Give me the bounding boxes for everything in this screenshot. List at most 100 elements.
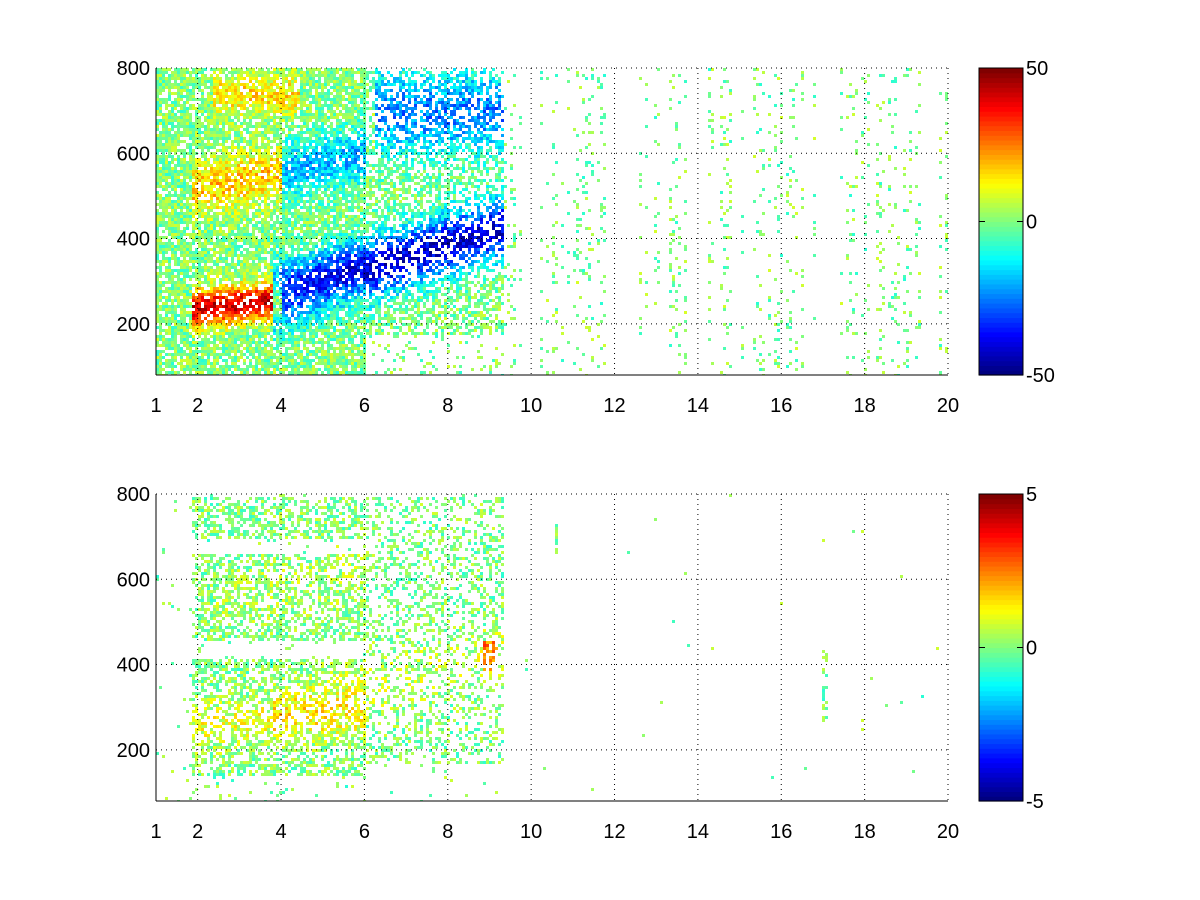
heatmap-cell xyxy=(240,320,243,323)
heatmap-cell xyxy=(273,89,276,92)
heatmap-cell xyxy=(237,119,240,122)
heatmap-cell xyxy=(300,317,303,320)
heatmap-cell xyxy=(192,215,195,218)
heatmap-cell xyxy=(312,68,315,71)
heatmap-cell xyxy=(171,155,174,158)
heatmap-cell xyxy=(210,74,213,77)
heatmap-cell xyxy=(231,287,234,290)
heatmap-cell xyxy=(288,191,291,194)
heatmap-cell xyxy=(315,149,318,152)
heatmap-cell xyxy=(186,197,189,200)
heatmap-cell xyxy=(192,353,195,356)
heatmap-cell xyxy=(291,71,294,74)
heatmap-cell xyxy=(240,245,243,248)
heatmap-cell xyxy=(237,257,240,260)
heatmap-cell xyxy=(156,224,159,227)
heatmap-cell xyxy=(237,239,240,242)
heatmap-cell xyxy=(243,311,246,314)
heatmap-cell xyxy=(276,365,279,368)
heatmap-cell xyxy=(264,257,267,260)
heatmap-cell xyxy=(237,113,240,116)
heatmap-cell xyxy=(264,188,267,191)
heatmap-cell xyxy=(210,233,213,236)
heatmap-cell xyxy=(291,125,294,128)
heatmap-cell xyxy=(189,311,192,314)
heatmap-cell xyxy=(234,293,237,296)
heatmap-cell xyxy=(282,239,285,242)
heatmap-cell xyxy=(261,113,264,116)
heatmap-cell xyxy=(270,218,273,221)
heatmap-cell xyxy=(201,206,204,209)
heatmap-cell xyxy=(309,167,312,170)
heatmap-cell xyxy=(219,182,222,185)
heatmap-cell xyxy=(276,323,279,326)
heatmap-cell xyxy=(171,140,174,143)
heatmap-cell xyxy=(273,284,276,287)
heatmap-cell xyxy=(303,83,306,86)
heatmap-cell xyxy=(231,110,234,113)
heatmap-cell xyxy=(204,317,207,320)
heatmap-cell xyxy=(327,182,330,185)
heatmap-cell xyxy=(195,164,198,167)
heatmap-cell xyxy=(213,221,216,224)
heatmap-cell xyxy=(225,323,228,326)
heatmap-cell xyxy=(258,311,261,314)
heatmap-cell xyxy=(246,371,249,374)
heatmap-cell xyxy=(327,299,330,302)
heatmap-cell xyxy=(300,176,303,179)
heatmap-cell xyxy=(189,146,192,149)
heatmap-cell xyxy=(273,104,276,107)
heatmap-cell xyxy=(237,71,240,74)
heatmap-cell xyxy=(243,224,246,227)
heatmap-cell xyxy=(321,263,324,266)
heatmap-cell xyxy=(186,116,189,119)
heatmap-cell xyxy=(177,230,180,233)
heatmap-cell xyxy=(243,239,246,242)
heatmap-cell xyxy=(195,194,198,197)
heatmap-cell xyxy=(255,92,258,95)
heatmap-cell xyxy=(279,74,282,77)
heatmap-cell xyxy=(186,356,189,359)
heatmap-cell xyxy=(228,110,231,113)
heatmap-cell xyxy=(327,125,330,128)
heatmap-cell xyxy=(300,125,303,128)
heatmap-cell xyxy=(285,212,288,215)
heatmap-cell xyxy=(186,323,189,326)
heatmap-cell xyxy=(225,197,228,200)
heatmap-cell xyxy=(273,137,276,140)
heatmap-cell xyxy=(204,251,207,254)
heatmap-cell xyxy=(285,302,288,305)
heatmap-cell xyxy=(219,296,222,299)
heatmap-cell xyxy=(204,119,207,122)
heatmap-cell xyxy=(222,176,225,179)
heatmap-cell xyxy=(294,188,297,191)
heatmap-cell xyxy=(168,173,171,176)
heatmap-cell xyxy=(243,347,246,350)
heatmap-cell xyxy=(183,176,186,179)
heatmap-cell xyxy=(327,293,330,296)
heatmap-cell xyxy=(270,104,273,107)
heatmap-cell xyxy=(330,371,333,374)
heatmap-cell xyxy=(321,170,324,173)
heatmap-cell xyxy=(330,326,333,329)
heatmap-cell xyxy=(225,158,228,161)
heatmap-cell xyxy=(279,98,282,101)
heatmap-cell xyxy=(252,86,255,89)
heatmap-cell xyxy=(318,158,321,161)
heatmap-cell xyxy=(288,194,291,197)
heatmap-cell xyxy=(279,155,282,158)
heatmap-cell xyxy=(258,107,261,110)
heatmap-cell xyxy=(267,239,270,242)
heatmap-cell xyxy=(309,206,312,209)
heatmap-cell xyxy=(279,236,282,239)
heatmap-cell xyxy=(285,356,288,359)
heatmap-cell xyxy=(291,335,294,338)
heatmap-cell xyxy=(156,134,159,137)
heatmap-cell xyxy=(294,101,297,104)
heatmap-cell xyxy=(168,116,171,119)
heatmap-cell xyxy=(231,86,234,89)
heatmap-cell xyxy=(177,263,180,266)
heatmap-cell xyxy=(312,308,315,311)
heatmap-cell xyxy=(204,167,207,170)
heatmap-cell xyxy=(273,182,276,185)
